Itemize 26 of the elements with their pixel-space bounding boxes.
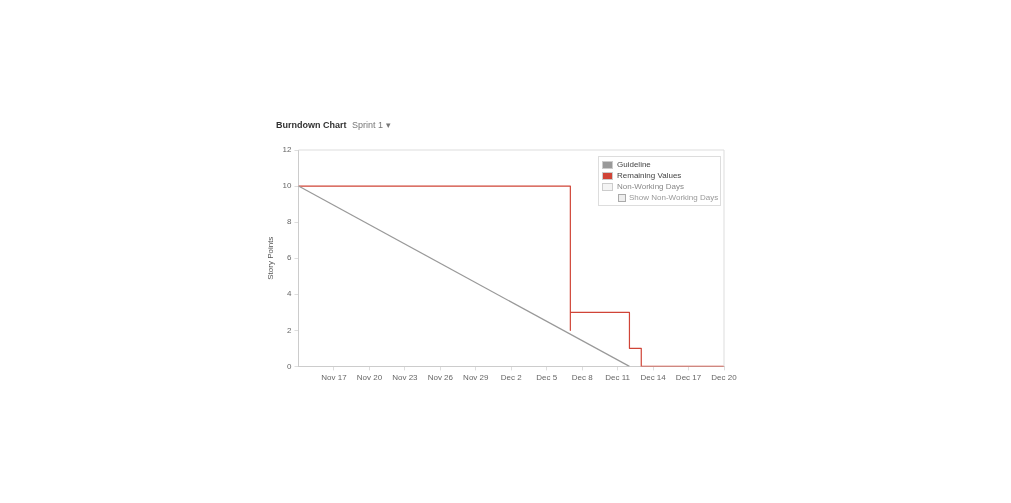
y-tick-label: 6: [287, 253, 293, 263]
x-tick-label: Dec 8: [571, 373, 594, 383]
x-tick-label: Dec 17: [675, 373, 702, 383]
y-tick-label: 12: [282, 145, 293, 155]
y-axis-title: Story Points: [266, 236, 275, 280]
y-tick-label: 0: [287, 361, 293, 371]
x-tick-label: Dec 2: [500, 373, 523, 383]
x-tick-label: Dec 5: [536, 373, 558, 383]
legend-label: Guideline: [617, 160, 651, 169]
x-tick-label: Nov 23: [392, 373, 419, 383]
x-tick-label: Dec 14: [640, 373, 667, 383]
legend-label: Remaining Values: [617, 171, 682, 180]
chart-title: Burndown Chart: [276, 120, 347, 130]
chart-subtitle: Sprint 1 ▾: [352, 120, 391, 130]
x-tick-label: Dec 11: [605, 373, 631, 383]
x-tick-label: Dec 20: [711, 373, 738, 383]
y-tick-label: 4: [287, 289, 293, 299]
x-tick-label: Nov 29: [463, 373, 490, 383]
x-tick-label: Nov 20: [356, 373, 383, 383]
y-tick-label: 2: [287, 325, 293, 335]
x-tick-label: Nov 26: [427, 373, 454, 383]
y-tick-label: 8: [287, 217, 293, 227]
annotation: Non-Working Days: [617, 182, 684, 191]
x-tick-label: Nov 17: [321, 373, 348, 383]
y-tick-label: 10: [282, 181, 293, 191]
annotation: Show Non-Working Days: [629, 193, 719, 202]
